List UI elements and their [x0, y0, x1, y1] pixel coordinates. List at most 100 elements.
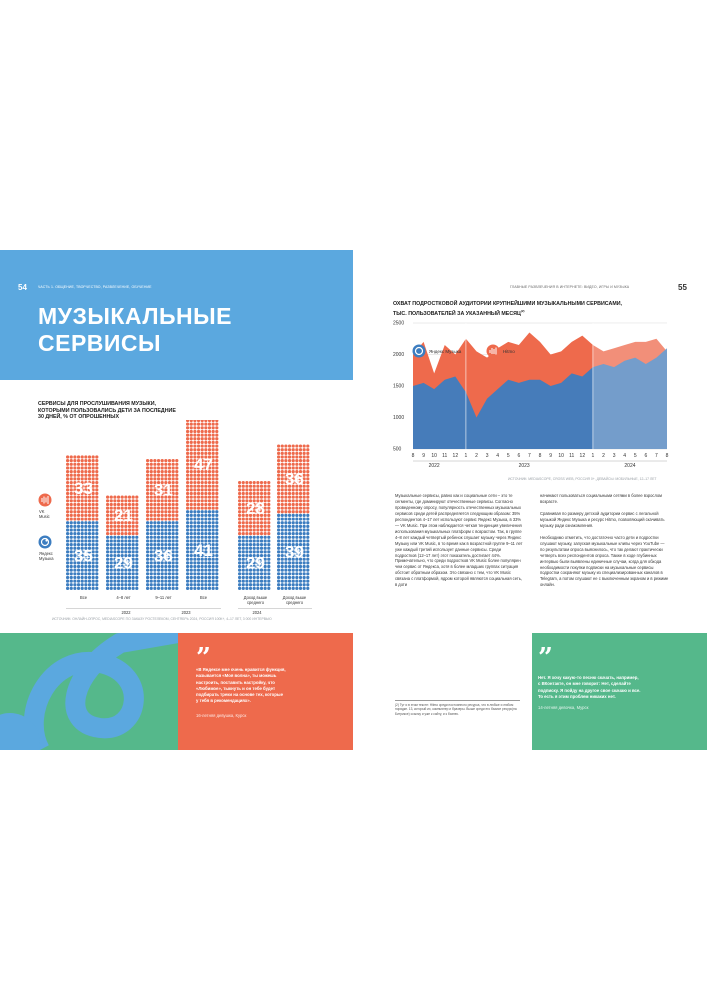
area-series-yandex	[413, 348, 667, 449]
right-quote: Нет. Я хочу какую-то песню скачать, напр…	[538, 675, 640, 700]
left-page-number: 54	[18, 283, 27, 292]
body-paragraph: начинают пользоваться социальными сетями…	[540, 493, 662, 504]
bar-value-label: 29	[246, 554, 265, 573]
bar-value-label: 47	[194, 455, 213, 474]
right-running-header: ГЛАВНЫЕ РАЗВЛЕЧЕНИЯ В ИНТЕРНЕТЕ: ВИДЕО, …	[510, 285, 630, 289]
x-tick-label: 11	[442, 453, 447, 459]
area-chart-title-line2: ТЫС. ПОЛЬЗОВАТЕЛЕЙ ЗА УКАЗАННЫЙ МЕСЯЦ(2)	[393, 308, 622, 317]
category-label: Доход выше	[244, 595, 268, 600]
left-quote-line4: «Любимое», тыкнуть и он тебе будет	[196, 685, 276, 691]
year-2024-overlay	[592, 323, 667, 449]
decor-swirl	[0, 633, 178, 750]
yandex-music-icon	[412, 344, 426, 358]
x-tick-label: 4	[496, 453, 499, 459]
category-label: Доход выше	[283, 595, 307, 600]
bar-value-label: 33	[74, 479, 93, 498]
legend-ya-label-1: Яндекс	[39, 551, 53, 556]
left-quote-panel: ” «В Яндексе мне очень нравится функция,…	[178, 633, 353, 750]
left-running-header: ЧАСТЬ 1. ОБЩЕНИЕ, ТВОРЧЕСТВО, РАЗВЛЕЧЕНИ…	[38, 285, 152, 289]
dot-group-labels: 2022 2023 2024	[66, 608, 312, 615]
group-label: 2024	[252, 610, 262, 615]
right-quote-panel: ” Нет. Я хочу какую-то песню скачать, на…	[532, 633, 707, 750]
dot-bars: 35 33 29 21 36 31 41 47 29 28 39 36	[66, 420, 310, 590]
bar-value-label: 41	[194, 541, 213, 560]
x-tick-label: 6	[517, 453, 520, 459]
bar-segment-yandex	[106, 535, 139, 590]
x-tick-label: 3	[613, 453, 616, 459]
right-chart-source: ИСТОЧНИК: MEDIASCOPE, CROSS WEB, РОССИЯ …	[508, 477, 657, 481]
category-label: среднего	[247, 600, 265, 605]
bar-segment-yandex	[186, 510, 219, 590]
area-chart-title-line2-text: ТЫС. ПОЛЬЗОВАТЕЛЕЙ ЗА УКАЗАННЫЙ МЕСЯЦ	[393, 310, 521, 317]
bar-segment-vk	[186, 420, 219, 510]
left-quote: «В Яндексе мне очень нравится функция, н…	[196, 667, 286, 705]
dot-bar-chart: VK Music Яндекс Музыка 35 33 29 21 36 31 41 47 2…	[38, 420, 312, 615]
bar-value-label: 28	[246, 499, 265, 518]
book-spread: 54 ЧАСТЬ 1. ОБЩЕНИЕ, ТВОРЧЕСТВО, РАЗВЛЕЧ…	[0, 250, 707, 750]
dot-chart-legend: VK Music Яндекс Музыка	[38, 493, 54, 561]
bar-chart-title-line1: СЕРВИСЫ ДЛЯ ПРОСЛУШИВАНИЯ МУЗЫКИ,	[38, 401, 157, 407]
hitmo-icon	[486, 344, 500, 358]
y-tick-label: 1500	[393, 384, 404, 390]
x-tick-label: 3	[486, 453, 489, 459]
bar-value-label: 36	[285, 470, 304, 489]
body-column-2: начинают пользоваться социальными сетями…	[540, 493, 670, 594]
bar-chart-title: СЕРВИСЫ ДЛЯ ПРОСЛУШИВАНИЯ МУЗЫКИ, КОТОРЫ…	[38, 401, 176, 421]
section-title: МУЗЫКАЛЬНЫЕ СЕРВИСЫ	[38, 303, 232, 357]
bar-chart-title-line2: КОТОРЫМИ ПОЛЬЗОВАЛИСЬ ДЕТИ ЗА ПОСЛЕДНИЕ	[38, 407, 176, 414]
year-label: 2024	[624, 463, 635, 469]
x-tick-label: 2	[602, 453, 605, 459]
x-tick-label: 2	[475, 453, 478, 459]
left-quote-line1: «В Яндексе мне очень нравится функция,	[196, 667, 286, 672]
left-chart-source: ИСТОЧНИК: ОНЛАЙН-ОПРОС, MEDIASCOPE ПО ЗА…	[52, 617, 272, 621]
left-quote-author: 16-летняя девушка, Курск	[196, 713, 247, 718]
left-quote-line2: называется «Моя волна», ты можешь	[196, 673, 277, 679]
x-tick-label: 9	[422, 453, 425, 459]
y-tick-label: 2000	[393, 352, 404, 358]
y-tick-label: 500	[393, 447, 402, 453]
right-quote-line4: То есть я этим проблем никаких нет.	[538, 693, 616, 699]
area-chart-title-sup: (2)	[520, 308, 525, 313]
x-tick-label: 12	[453, 453, 459, 459]
body-paragraph: Сравнивая по размеру детской аудитории с…	[540, 510, 665, 528]
left-decor-panel	[0, 633, 178, 750]
x-tick-label: 7	[528, 453, 531, 459]
year-label: 2022	[429, 463, 440, 469]
x-tick-label: 5	[507, 453, 510, 459]
y-tick-label: 1000	[393, 415, 404, 421]
x-tick-label: 8	[666, 453, 669, 459]
x-tick-label: 9	[549, 453, 552, 459]
quote-icon: ”	[538, 643, 553, 673]
left-quote-line6: у тебя в рекомендациях».	[196, 698, 251, 704]
x-tick-label: 1	[465, 453, 468, 459]
x-tick-label: 10	[431, 453, 437, 459]
body-column-1: Музыкальные сервисы, равно как и социаль…	[395, 493, 523, 594]
bar-value-label: 29	[114, 554, 133, 573]
legend-vk: VK Music	[38, 493, 52, 519]
x-tick-label: 12	[580, 453, 586, 459]
y-tick-label: 2500	[393, 321, 404, 327]
quote-icon: ”	[196, 643, 211, 673]
bar-value-label: 31	[154, 481, 173, 500]
right-quote-line2: с ВКонтакте, он мне говорит: Нет, сделай…	[538, 681, 631, 687]
area-legend-ya: Яндекс Музыка	[429, 349, 462, 354]
x-tick-label: 10	[558, 453, 564, 459]
area-chart-title-line1: ОХВАТ ПОДРОСТКОВОЙ АУДИТОРИИ КРУПНЕЙШИМИ…	[393, 301, 623, 307]
bar-segment-yandex	[238, 535, 271, 590]
category-label: среднего	[286, 600, 304, 605]
body-paragraph: Необходимо отметить, что достаточно част…	[540, 534, 669, 588]
bar-segment-vk	[106, 495, 139, 536]
bar-value-label: 21	[114, 506, 133, 525]
category-label: Все	[200, 595, 208, 600]
year-label: 2023	[519, 463, 530, 469]
bar-value-label: 35	[74, 546, 93, 565]
legend-ya-label-2: Музыка	[39, 556, 54, 561]
x-tick-label: 6	[644, 453, 647, 459]
bar-segment-vk	[238, 480, 271, 536]
x-tick-label: 8	[412, 453, 415, 459]
group-label: 2023	[181, 610, 191, 615]
bar-value-label: 36	[154, 546, 173, 565]
right-quote-line1: Нет. Я хочу какую-то песню скачать, напр…	[538, 675, 639, 680]
bar-chart-title-line3: 30 ДНЕЙ, % ОТ ОПРОШЕННЫХ	[38, 414, 119, 420]
